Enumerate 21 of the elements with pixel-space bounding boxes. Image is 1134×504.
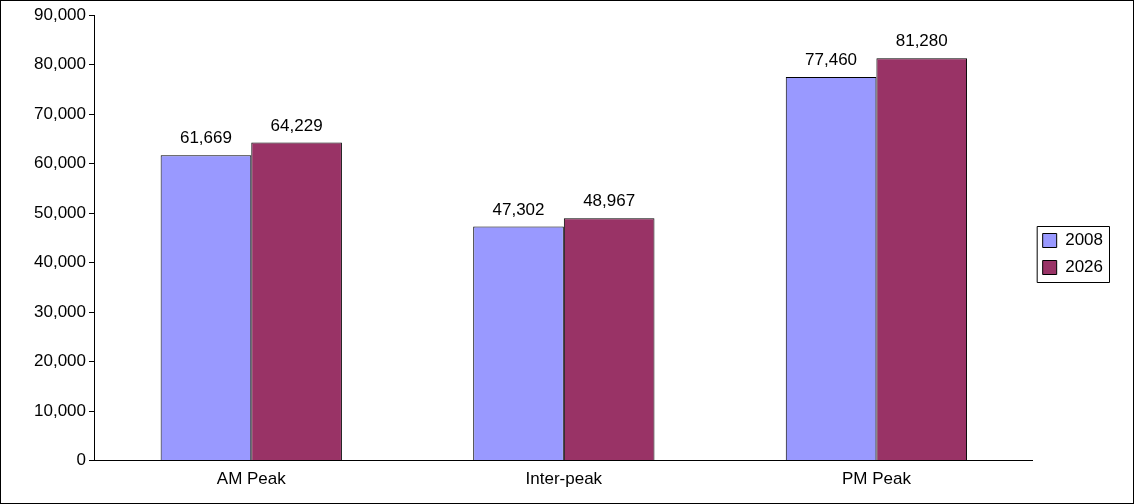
y-tick-label: 70,000	[34, 103, 86, 123]
data-label: 61,669	[179, 128, 232, 148]
y-tick-label: 20,000	[34, 351, 86, 371]
x-tick-label: AM Peak	[216, 469, 287, 489]
y-tick-label: 90,000	[34, 4, 86, 24]
y-tick-label: 40,000	[34, 252, 86, 272]
y-tick-label: 10,000	[34, 400, 86, 420]
y-tick-label: 30,000	[34, 301, 86, 321]
x-tick-label: PM Peak	[841, 469, 912, 489]
y-tick-label: 0	[76, 450, 86, 470]
data-label: 81,280	[895, 31, 948, 51]
y-tick-label: 60,000	[34, 153, 86, 173]
data-label: 64,229	[270, 115, 323, 135]
data-label: 47,302	[492, 199, 545, 219]
legend-label: 2008	[1065, 230, 1104, 250]
legend-label: 2026	[1065, 257, 1104, 277]
y-tick-label: 80,000	[34, 54, 86, 74]
y-tick-label: 50,000	[34, 202, 86, 222]
x-tick-label: Inter-peak	[525, 469, 603, 489]
data-label: 48,967	[583, 191, 636, 211]
data-label: 77,460	[805, 50, 858, 70]
